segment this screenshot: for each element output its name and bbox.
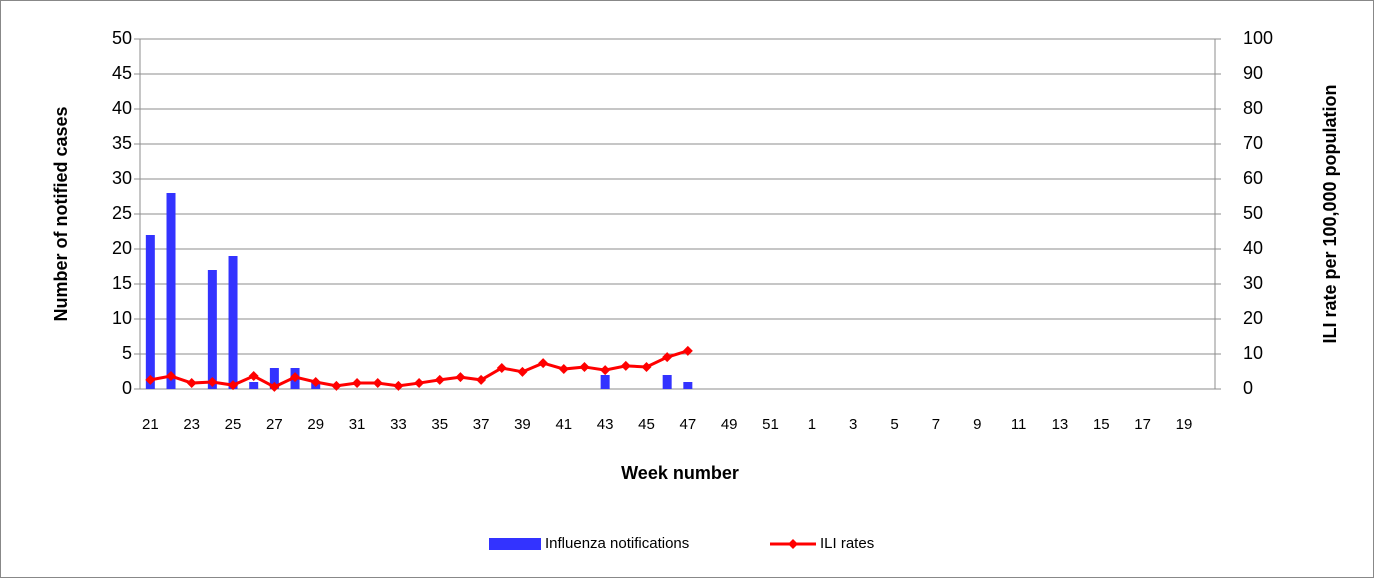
line-marker: [228, 380, 239, 391]
x-tick-label: 1: [808, 416, 816, 433]
line-marker: [290, 372, 301, 383]
x-tick-label: 5: [890, 416, 898, 433]
line-marker: [393, 380, 404, 391]
line-marker: [434, 374, 445, 385]
x-tick-label: 51: [762, 416, 779, 433]
x-tick-label: 17: [1134, 416, 1151, 433]
bar: [662, 375, 672, 389]
line-marker: [207, 377, 218, 387]
x-tick-label: 7: [932, 416, 940, 433]
x-tick-label: 29: [307, 416, 324, 433]
line-marker: [662, 352, 673, 363]
line-marker: [641, 361, 652, 372]
x-tick-label: 15: [1093, 416, 1110, 433]
y-tick-label: 15: [112, 273, 132, 293]
y-tick-label: 20: [112, 238, 132, 258]
bar: [166, 193, 176, 389]
y2-tick-label: 10: [1243, 343, 1263, 363]
x-tick-label: 39: [514, 416, 531, 433]
x-tick-label: 3: [849, 416, 857, 433]
line-marker: [682, 345, 693, 356]
y-axis-title: Number of notified cases: [51, 106, 71, 321]
x-tick-label: 47: [679, 416, 696, 433]
y2-tick-label: 60: [1243, 168, 1263, 188]
x-tick-label: 13: [1052, 416, 1069, 433]
bar: [207, 270, 217, 389]
x-tick-label: 21: [142, 416, 159, 433]
line-marker: [496, 363, 507, 373]
line-marker: [372, 378, 383, 389]
x-tick-label: 23: [183, 416, 200, 433]
line-marker: [558, 364, 569, 375]
line-marker: [310, 377, 321, 387]
y2-tick-label: 50: [1243, 203, 1263, 223]
x-tick-label: 45: [638, 416, 655, 433]
line-marker: [145, 374, 156, 385]
x-tick-label: 25: [225, 416, 242, 433]
x-tick-label: 35: [431, 416, 448, 433]
line-marker: [414, 378, 425, 389]
bar: [145, 235, 155, 389]
line-marker: [331, 380, 342, 391]
line-marker: [166, 371, 177, 382]
y2-tick-label: 40: [1243, 238, 1263, 258]
x-tick-label: 33: [390, 416, 407, 433]
line-marker: [455, 372, 466, 383]
y2-tick-label: 20: [1243, 308, 1263, 328]
line-marker: [186, 378, 197, 389]
y2-tick-label: 90: [1243, 63, 1263, 83]
legend-label: ILI rates: [820, 535, 874, 552]
bar: [228, 256, 238, 389]
x-tick-label: 43: [597, 416, 614, 433]
line-marker: [476, 374, 487, 385]
y2-axis-title: ILI rate per 100,000 population: [1320, 84, 1340, 343]
legend-label: Influenza notifications: [545, 535, 689, 552]
y2-tick-label: 100: [1243, 28, 1273, 48]
bar: [269, 368, 279, 389]
legend-swatch: [489, 538, 541, 550]
line-marker: [269, 381, 280, 392]
y-tick-label: 25: [112, 203, 132, 223]
line-marker: [517, 366, 528, 377]
legend-marker: [788, 539, 798, 549]
x-axis-title: Week number: [621, 463, 739, 483]
x-tick-label: 19: [1176, 416, 1193, 433]
line-marker: [579, 361, 590, 372]
bar: [249, 382, 259, 389]
y-tick-label: 35: [112, 133, 132, 153]
bar: [600, 375, 610, 389]
line-marker: [620, 360, 631, 371]
line-marker: [248, 371, 259, 382]
y-tick-label: 50: [112, 28, 132, 48]
x-tick-label: 37: [473, 416, 490, 433]
line-marker: [600, 365, 611, 376]
y-tick-label: 40: [112, 98, 132, 118]
y-tick-label: 30: [112, 168, 132, 188]
x-tick-label: 49: [721, 416, 738, 433]
y-tick-label: 5: [122, 343, 132, 363]
x-tick-label: 41: [555, 416, 572, 433]
x-tick-label: 9: [973, 416, 981, 433]
line-marker: [538, 358, 549, 369]
y-tick-label: 45: [112, 63, 132, 83]
y2-tick-label: 80: [1243, 98, 1263, 118]
x-tick-label: 27: [266, 416, 283, 433]
y-tick-label: 0: [122, 378, 132, 398]
y2-tick-label: 30: [1243, 273, 1263, 293]
y2-tick-label: 0: [1243, 378, 1253, 398]
x-tick-label: 11: [1011, 416, 1027, 433]
line-marker: [352, 378, 363, 389]
bar: [683, 382, 693, 389]
x-tick-label: 31: [349, 416, 366, 433]
y-tick-label: 10: [112, 308, 132, 328]
y2-tick-label: 70: [1243, 133, 1263, 153]
